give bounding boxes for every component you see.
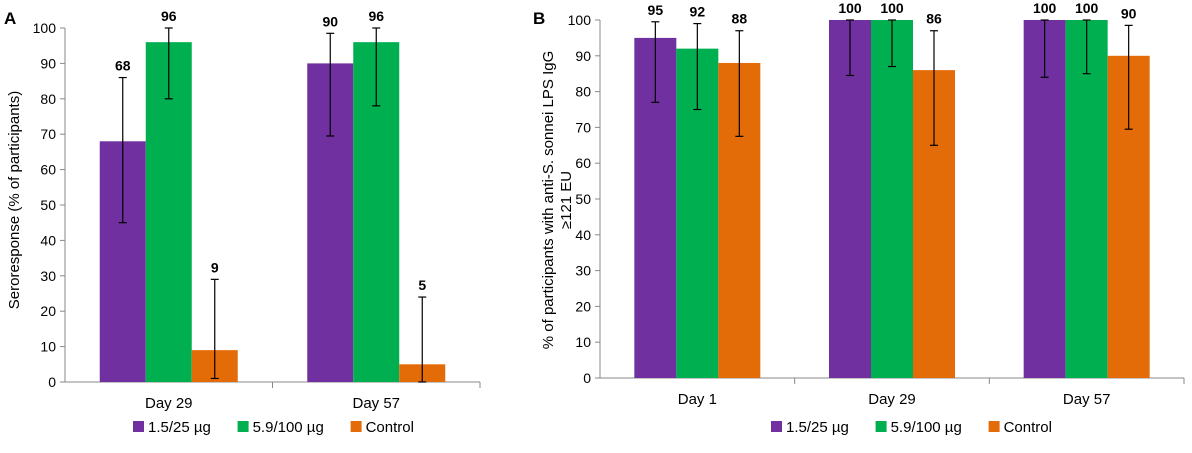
panel-a-data-label: 9 <box>211 259 219 275</box>
panel-a-y-tick-label: 60 <box>40 162 56 178</box>
panel-a-legend-swatch <box>237 421 249 432</box>
panel-a-y-tick-label: 100 <box>33 20 57 36</box>
panel-b-data-label: 90 <box>1121 5 1137 21</box>
panel-b-legend-label: 5.9/100 µg <box>891 419 962 436</box>
panel-b-y-tick-label: 100 <box>568 12 592 28</box>
panel-b-y-tick-label: 0 <box>583 370 591 386</box>
panel-a-chart: 0 10 20 30 40 50 60 70 80 90 100 Day 29 68 96 9 Day 57 9… <box>33 8 481 412</box>
panel-b-data-label: 100 <box>838 0 862 16</box>
panel-a-ylabel: Seroresponse (% of participants) <box>6 91 23 309</box>
panel-b-bar <box>829 20 871 378</box>
panel-b-ylabel-line1: % of participants with anti-S. sonnei LP… <box>540 51 557 349</box>
panel-a-legend-swatch <box>350 421 362 432</box>
panel-a-letter: A <box>4 9 16 28</box>
panel-b-legend-swatch <box>875 421 887 432</box>
panel-a-data-label: 68 <box>115 58 131 74</box>
panel-a-data-label: 5 <box>418 277 426 293</box>
panel-a-data-label: 96 <box>161 8 177 24</box>
panel-a-y-tick-label: 10 <box>40 339 56 355</box>
panel-b-y-tick-label: 80 <box>575 84 591 100</box>
panel-a-legend-label: 1.5/25 µg <box>148 419 211 436</box>
panel-a-y-tick-label: 80 <box>40 91 56 107</box>
panel-b-data-label: 88 <box>732 11 748 27</box>
panel-b-chart: 0 10 20 30 40 50 60 70 80 90 100 Day 1 95 92 88 Day 29 1… <box>568 0 1185 408</box>
panel-b-ylabel-line2: ≥121 EU <box>558 171 575 229</box>
panel-a-y-tick-label: 50 <box>40 197 56 213</box>
panel-b-y-tick-label: 50 <box>575 191 591 207</box>
panel-a-y-tick-label: 40 <box>40 232 56 248</box>
panel-a-y-tick-label: 0 <box>48 374 56 390</box>
panel-a-legend-label: 5.9/100 µg <box>253 419 324 436</box>
panel-b-legend-swatch <box>771 421 782 432</box>
panel-b-bar <box>871 20 913 378</box>
panel-b-y-tick-label: 70 <box>575 119 591 135</box>
panel-b-legend-swatch <box>988 421 1000 432</box>
panel-a-data-label: 90 <box>322 13 338 29</box>
panel-b-letter: B <box>533 9 545 28</box>
panel-a-y-tick-label: 90 <box>40 55 56 71</box>
panel-a-legend-label: Control <box>366 419 414 436</box>
panel-b-data-label: 100 <box>880 0 904 16</box>
panel-a-category-label: Day 57 <box>352 395 400 412</box>
panel-b-y-tick-label: 10 <box>575 334 591 350</box>
panel-b-category-label: Day 57 <box>1063 391 1111 408</box>
panel-a-legend: 1.5/25 µg 5.9/100 µg Control <box>133 419 414 436</box>
panel-a-y-tick-label: 20 <box>40 303 56 319</box>
panel-a-legend-swatch <box>133 421 144 432</box>
panel-b-category-label: Day 29 <box>868 391 916 408</box>
panel-b-y-tick-label: 30 <box>575 263 591 279</box>
panel-b-category-label: Day 1 <box>678 391 717 408</box>
panel-b-y-tick-label: 20 <box>575 298 591 314</box>
panel-a-data-label: 96 <box>368 8 384 24</box>
panel-b-legend: 1.5/25 µg 5.9/100 µg Control <box>771 419 1052 436</box>
panel-a-y-tick-label: 70 <box>40 126 56 142</box>
panel-b-legend-label: 1.5/25 µg <box>786 419 849 436</box>
panel-b-data-label: 95 <box>648 2 664 18</box>
panel-b-data-label: 92 <box>690 4 706 20</box>
panel-b-y-tick-label: 60 <box>575 155 591 171</box>
panel-b-y-tick-label: 40 <box>575 227 591 243</box>
panel-b-y-tick-label: 90 <box>575 48 591 64</box>
panel-a-y-tick-label: 30 <box>40 268 56 284</box>
panel-b-bar <box>1023 20 1066 378</box>
panel-a-category-label: Day 29 <box>145 395 193 412</box>
panel-b-data-label: 86 <box>926 11 942 27</box>
panel-b-bar <box>1065 20 1108 378</box>
panel-b-legend-label: Control <box>1004 419 1052 436</box>
panel-b-data-label: 100 <box>1033 0 1057 16</box>
panel-b-data-label: 100 <box>1075 0 1099 16</box>
